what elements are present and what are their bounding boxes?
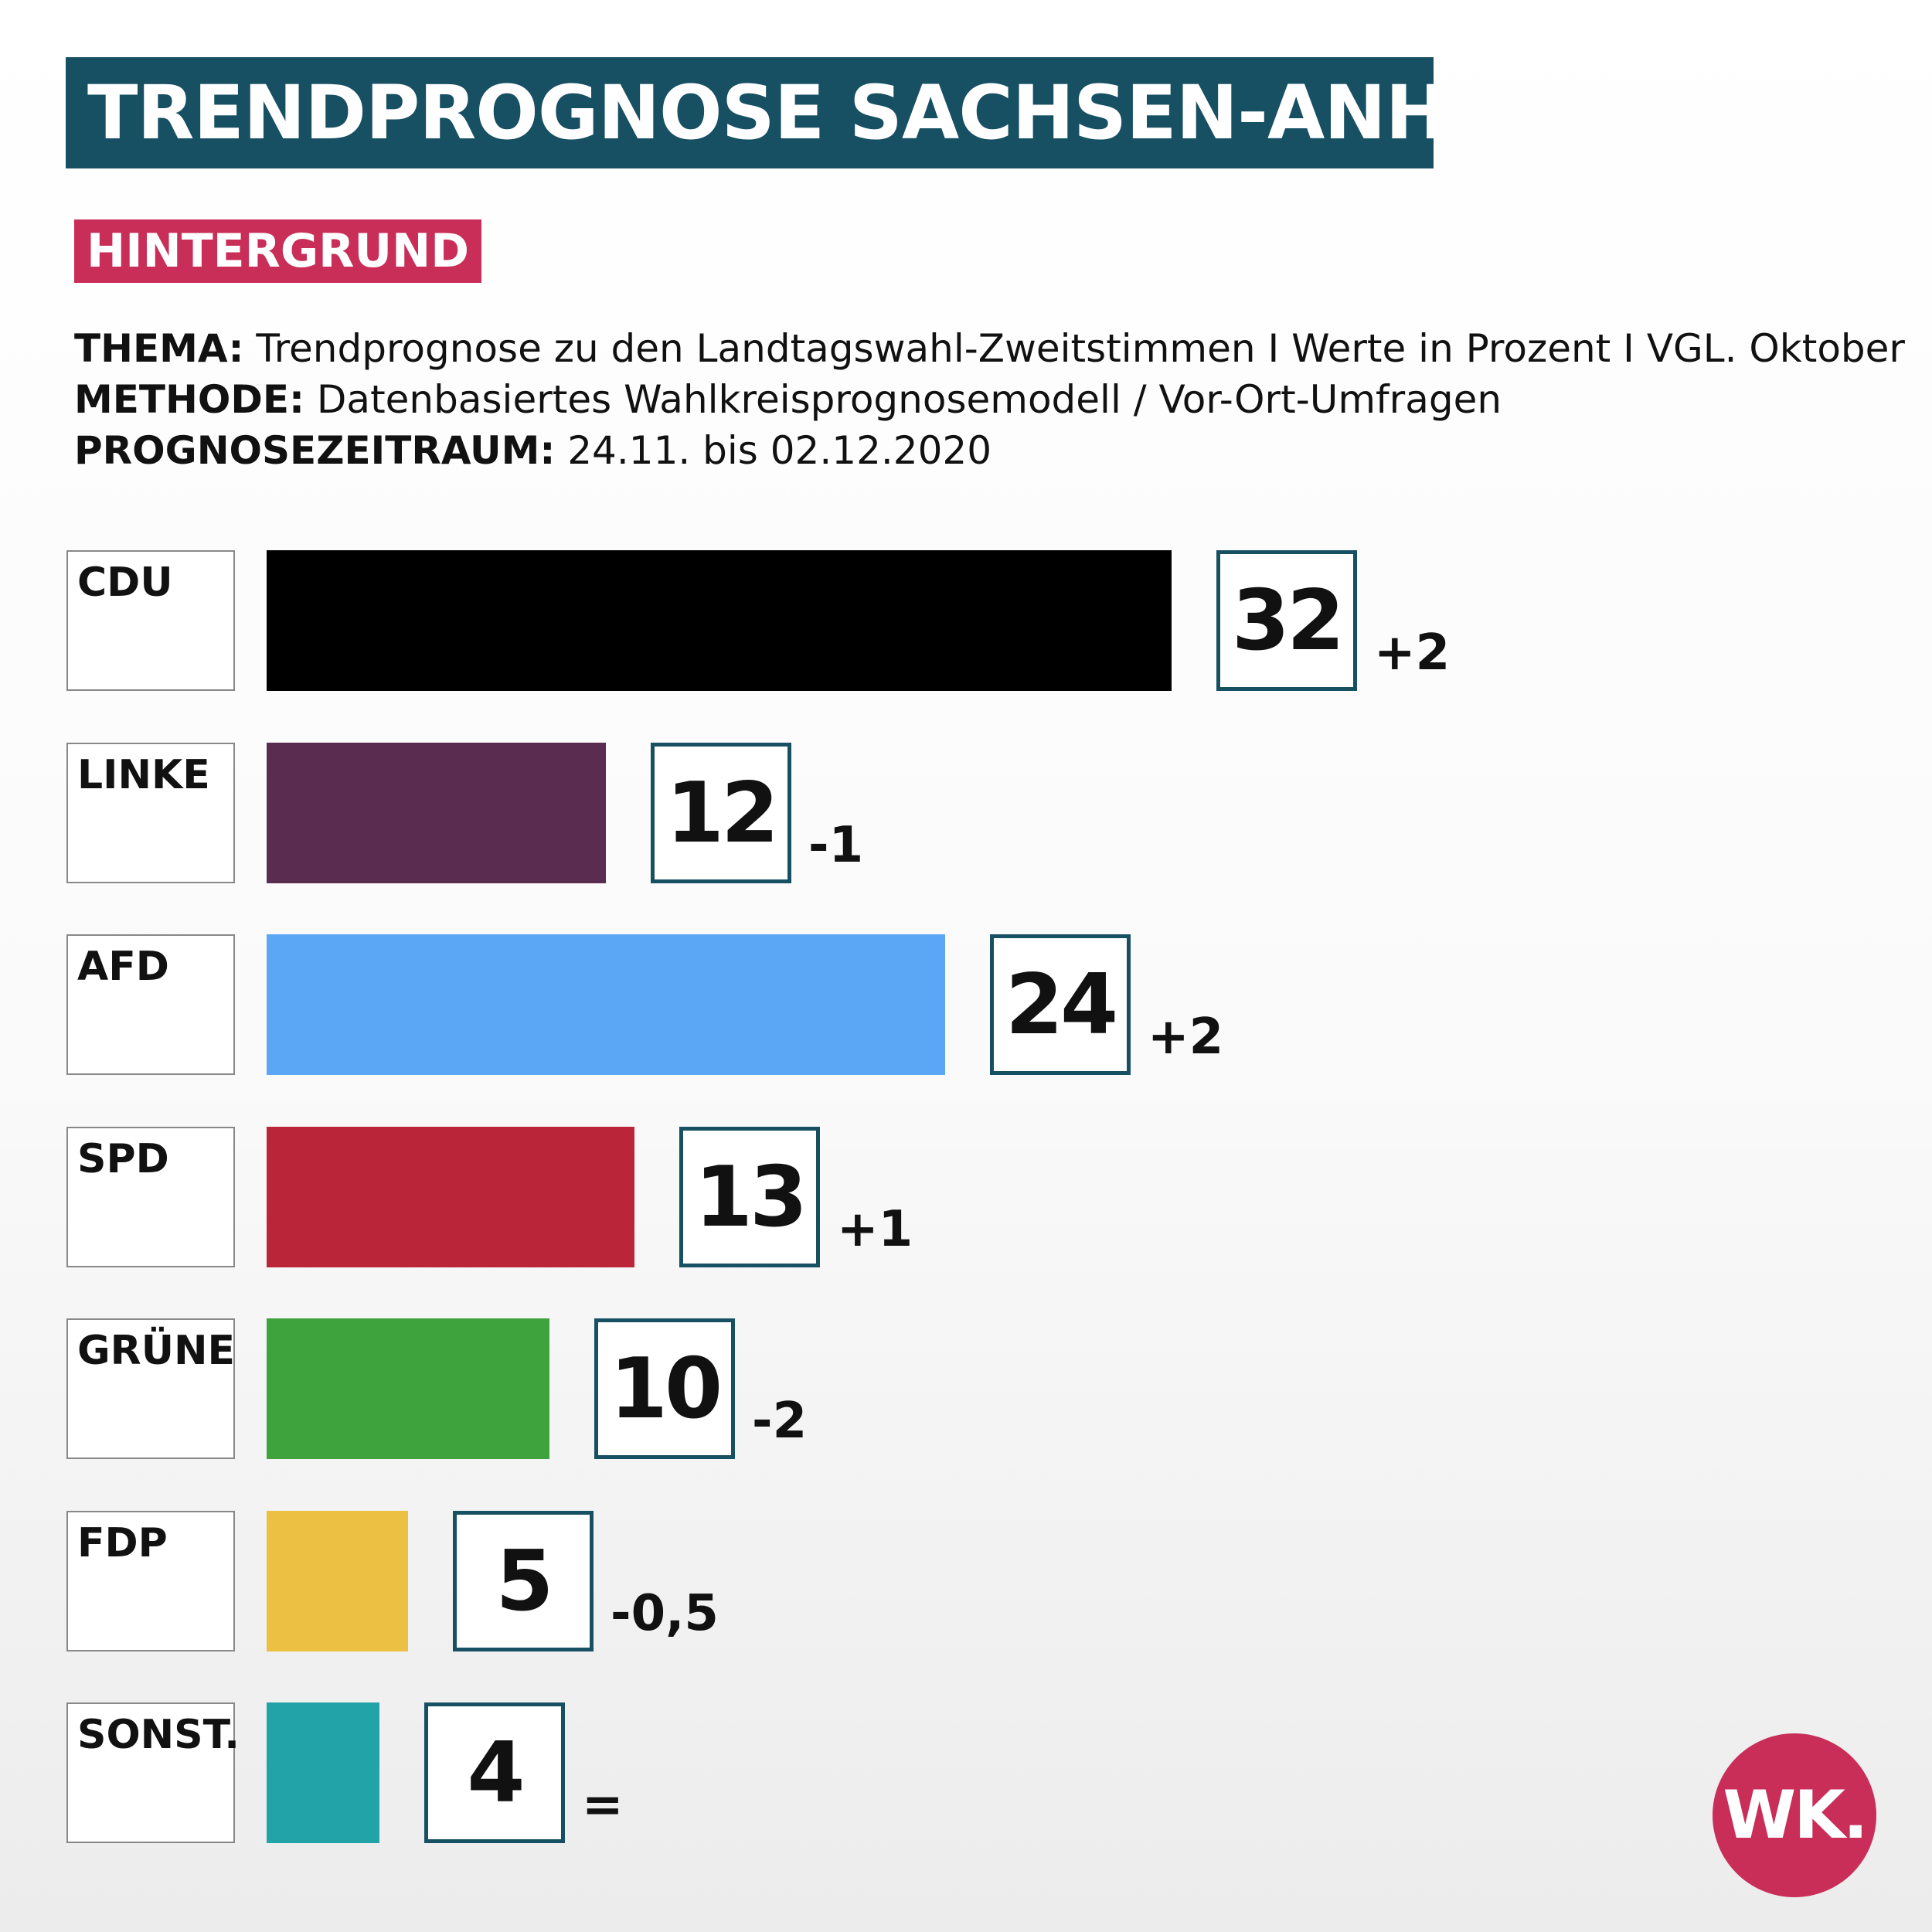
- value-label: 13: [679, 1127, 820, 1267]
- value-label: 4: [424, 1702, 565, 1843]
- thema-text: Trendprognose zu den Landtagswahl-Zweits…: [243, 326, 1905, 371]
- party-label: LINKE: [66, 743, 235, 883]
- value-label: 10: [594, 1318, 735, 1459]
- thema-label: THEMA:: [74, 326, 244, 371]
- change-label: +1: [837, 1201, 913, 1258]
- bar-spd: [267, 1127, 634, 1267]
- category-tag: HINTERGRUND: [74, 219, 482, 283]
- value-label: 5: [453, 1511, 594, 1651]
- party-label: FDP: [66, 1511, 235, 1651]
- party-label: SPD: [66, 1127, 235, 1267]
- value-label: 32: [1216, 550, 1357, 691]
- info-zeitraum: PROGNOSEZEITRAUM: 24.11. bis 02.12.2020: [74, 425, 1913, 476]
- wk-logo: WK.: [1713, 1733, 1876, 1897]
- info-methode: METHODE: Datenbasiertes Wahlkreisprognos…: [74, 374, 1913, 425]
- party-label: AFD: [66, 934, 235, 1075]
- value-label: 12: [651, 743, 791, 883]
- zeitraum-label: PROGNOSEZEITRAUM:: [74, 428, 556, 473]
- bar-sonst: [267, 1702, 379, 1843]
- info-thema: THEMA: Trendprognose zu den Landtagswahl…: [74, 323, 1913, 374]
- methode-text: Datenbasiertes Wahlkreisprognosemodell /…: [304, 377, 1502, 422]
- change-label: -0,5: [611, 1585, 719, 1642]
- party-label: CDU: [66, 550, 235, 691]
- bar-linke: [267, 743, 606, 883]
- page-title: TRENDPROGNOSE SACHSEN-ANHALT.: [66, 57, 1434, 168]
- bar-afd: [267, 934, 945, 1075]
- bar-cdu: [267, 550, 1172, 691]
- bar-fdp: [267, 1511, 408, 1651]
- value-label: 24: [990, 934, 1131, 1075]
- change-label: +2: [1148, 1009, 1224, 1066]
- change-label: =: [582, 1777, 624, 1834]
- zeitraum-text: 24.11. bis 02.12.2020: [555, 428, 992, 473]
- change-label: -2: [752, 1393, 808, 1450]
- change-label: -1: [808, 817, 864, 874]
- methode-label: METHODE:: [74, 377, 305, 422]
- bar-grüne: [267, 1318, 549, 1459]
- info-block: THEMA: Trendprognose zu den Landtagswahl…: [74, 323, 1913, 476]
- party-label: SONST.: [66, 1702, 240, 1843]
- party-label: GRÜNE: [66, 1318, 235, 1459]
- change-label: +2: [1374, 624, 1451, 682]
